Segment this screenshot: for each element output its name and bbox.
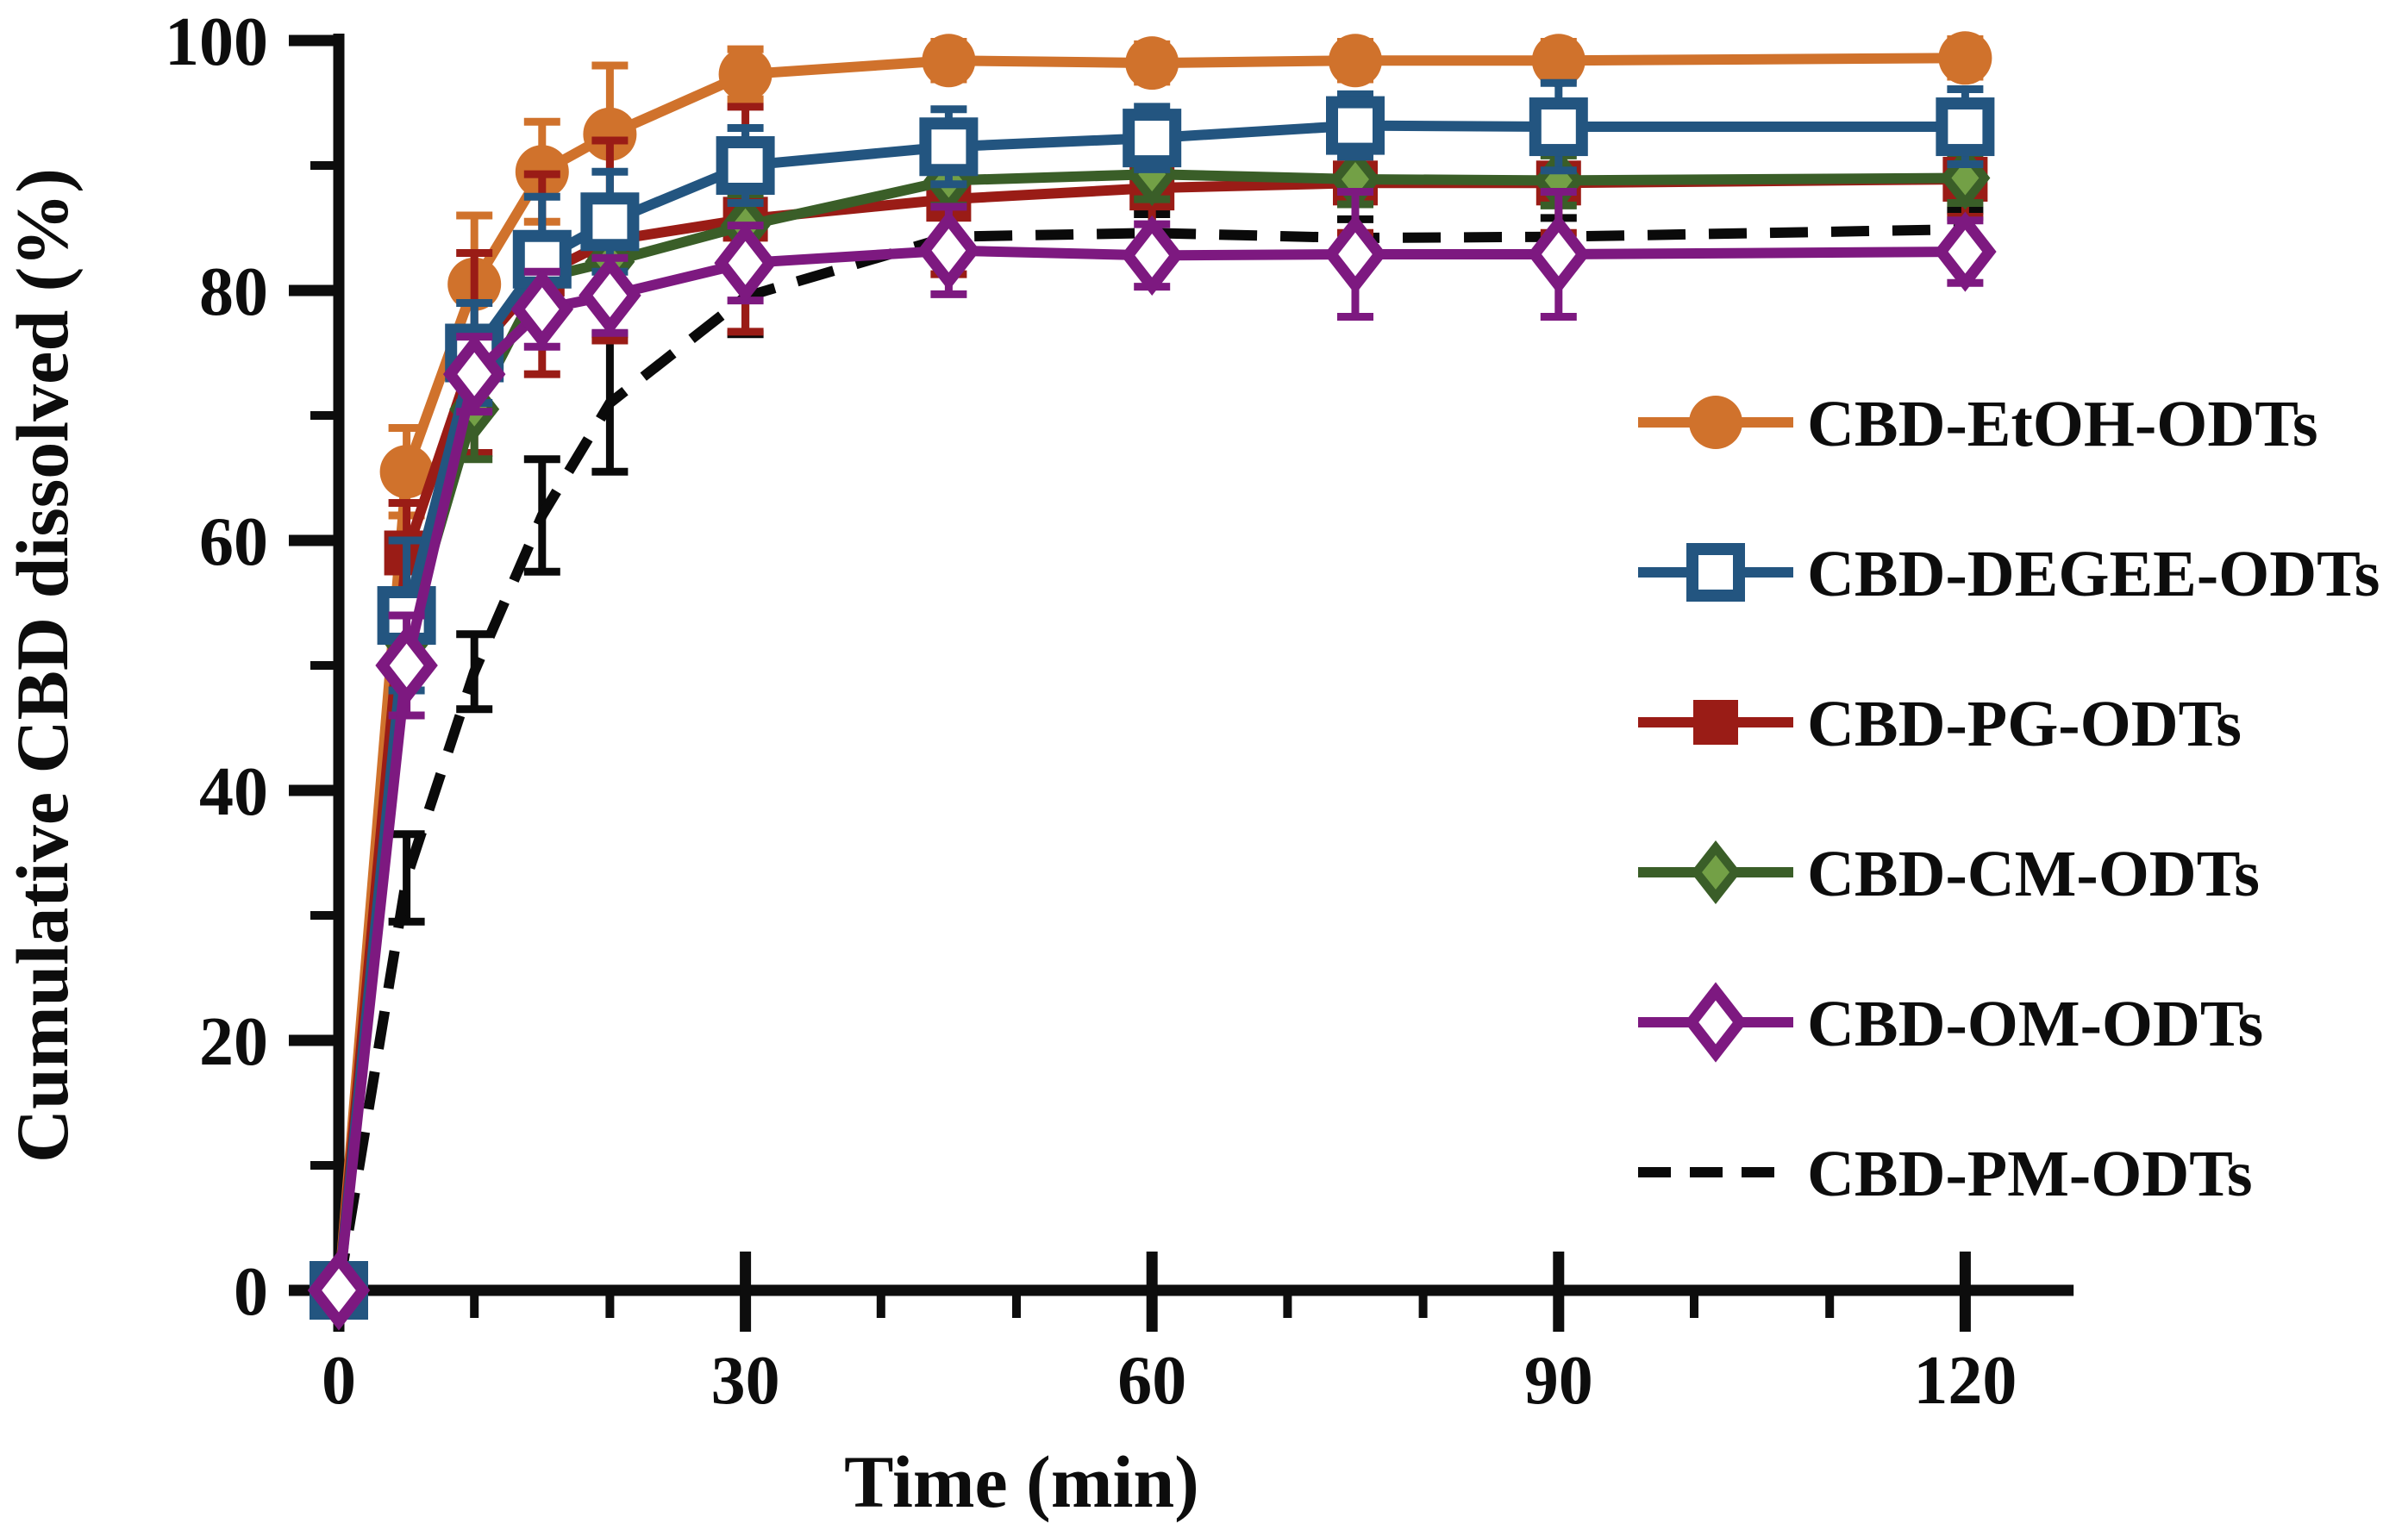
marker-filled-circle (1938, 31, 1992, 85)
marker-open-diamond (917, 210, 980, 291)
marker-filled-diamond-inner (1951, 160, 1980, 196)
marker-open-diamond (1934, 211, 1997, 292)
marker-open-square (1936, 97, 1995, 157)
legend-label: CBD-OM-ODTs (1807, 988, 2263, 1060)
series-line-CBD-PM-ODTs (334, 223, 1966, 1291)
legend-item-CBD-EtOH-ODTs: CBD-EtOH-ODTs (1638, 388, 2318, 460)
marker-open-diamond (714, 222, 777, 303)
marker-open-square (1123, 109, 1182, 168)
series-CBD-OM-ODTs (307, 187, 1997, 1331)
y-tick-label-80: 80 (199, 254, 268, 330)
x-tick-label-60: 60 (1117, 1343, 1186, 1419)
marker-open-diamond (579, 255, 641, 336)
y-tick-label-0: 0 (234, 1254, 268, 1330)
y-tick-label-100: 100 (165, 4, 268, 80)
x-tick-label-30: 30 (711, 1343, 780, 1419)
x-tick-label-120: 120 (1913, 1343, 2017, 1419)
series-CBD-PM-ODTs (334, 206, 1984, 1291)
marker-open-diamond (307, 1250, 371, 1331)
marker-filled-circle (1689, 396, 1742, 449)
marker-open-diamond (510, 269, 574, 350)
legend-item-CBD-PG-ODTs: CBD-PG-ODTs (1638, 688, 2242, 760)
legend-label: CBD-PG-ODTs (1807, 688, 2242, 760)
x-tick-label-0: 0 (322, 1343, 356, 1419)
marker-open-diamond (1684, 982, 1748, 1063)
legend-label: CBD-CM-ODTs (1807, 838, 2260, 910)
marker-filled-diamond-inner (1702, 855, 1729, 890)
legend-item-CBD-CM-ODTs: CBD-CM-ODTs (1638, 838, 2260, 910)
marker-open-square (1529, 97, 1588, 157)
marker-open-square (1326, 96, 1385, 155)
series-layer (307, 31, 1997, 1331)
marker-filled-square (1693, 700, 1738, 745)
marker-open-diamond (1323, 214, 1387, 295)
legend-item-CBD-DEGEE-ODTs: CBD-DEGEE-ODTs (1638, 538, 2380, 610)
marker-open-diamond (442, 334, 506, 415)
marker-filled-circle (1329, 34, 1382, 88)
marker-filled-circle (718, 47, 772, 102)
marker-open-square (580, 192, 640, 252)
marker-filled-circle (379, 445, 434, 499)
x-axis-title: Time (min) (844, 1440, 1199, 1523)
x-tick-label-90: 90 (1524, 1343, 1593, 1419)
marker-open-square (1686, 543, 1745, 602)
marker-filled-circle (1531, 34, 1586, 88)
marker-open-square (716, 136, 775, 195)
legend-label: CBD-PM-ODTs (1807, 1138, 2253, 1210)
marker-filled-circle (922, 34, 976, 88)
legend: CBD-EtOH-ODTs CBD-DEGEE-ODTs CBD-PG-ODTs CB… (1638, 388, 2380, 1210)
legend-label: CBD-DEGEE-ODTs (1807, 538, 2380, 610)
y-tick-label-20: 20 (199, 1004, 268, 1080)
y-axis-title: Cumulative CBD dissolved (%) (1, 168, 84, 1163)
marker-filled-circle (1125, 36, 1179, 91)
axes-layer: 0 20 40 60 80 100 0 30 60 90 120 (165, 4, 2074, 1419)
marker-open-diamond (1527, 214, 1591, 295)
y-tick-label-60: 60 (199, 504, 268, 580)
marker-filled-circle (583, 107, 637, 161)
marker-open-diamond (1120, 215, 1184, 296)
marker-open-diamond (375, 625, 438, 706)
legend-label: CBD-EtOH-ODTs (1807, 388, 2318, 460)
y-tick-label-40: 40 (199, 754, 268, 830)
legend-item-CBD-PM-ODTs: CBD-PM-ODTs (1638, 1138, 2253, 1210)
legend-item-CBD-OM-ODTs: CBD-OM-ODTs (1638, 982, 2263, 1063)
marker-open-square (919, 117, 979, 177)
